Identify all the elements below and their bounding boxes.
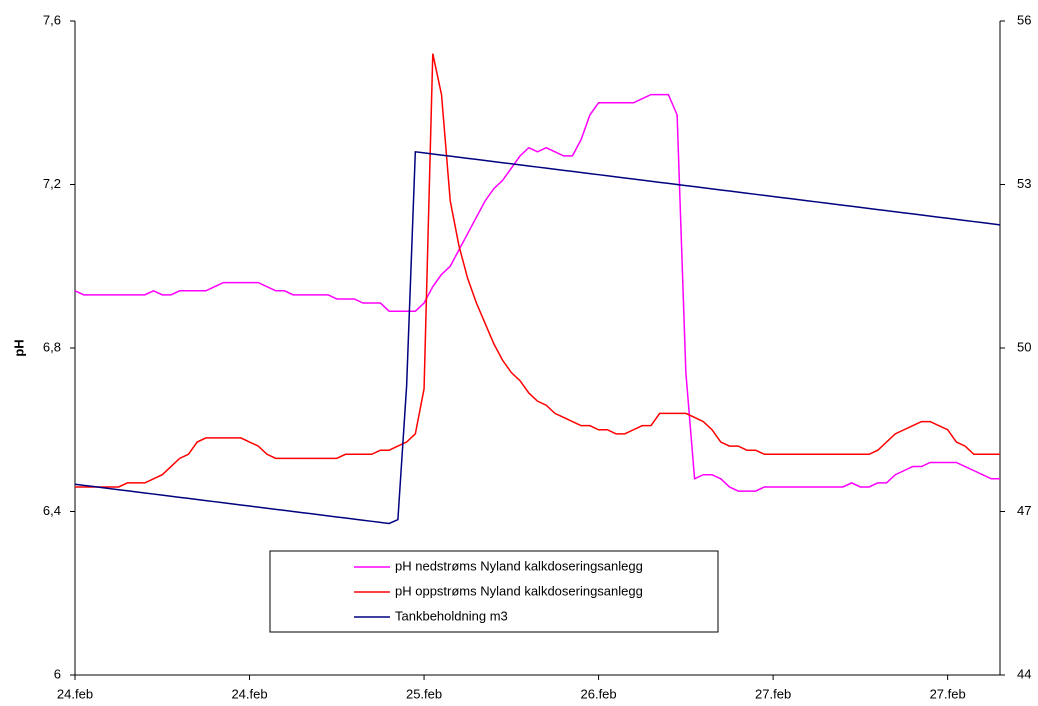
y-axis-label: pH (11, 339, 26, 356)
legend-label: pH nedstrøms Nyland kalkdoseringsanlegg (395, 558, 643, 573)
y2-tick-label: 56 (1017, 12, 1031, 27)
y2-tick-label: 53 (1017, 176, 1031, 191)
y2-tick-label: 50 (1017, 339, 1031, 354)
y2-tick-label: 44 (1017, 666, 1031, 681)
legend-label: Tankbeholdning m3 (395, 608, 508, 623)
legend (269, 550, 719, 633)
x-tick-label: 24.feb (57, 686, 93, 701)
y2-tick-label: 47 (1017, 503, 1031, 518)
y-tick-label: 7,6 (43, 12, 61, 27)
x-tick-label: 26.feb (581, 686, 617, 701)
x-tick-label: 25.feb (406, 686, 442, 701)
series-line (74, 93, 1000, 492)
y-tick-label: 6 (54, 666, 61, 681)
series-line (75, 53, 1000, 488)
x-tick-label: 27.feb (755, 686, 791, 701)
x-tick-label: 27.feb (930, 686, 966, 701)
y-tick-label: 7,2 (43, 176, 61, 191)
legend-label: pH oppstrøms Nyland kalkdoseringsanlegg (395, 583, 643, 598)
y-tick-label: 6,8 (43, 339, 61, 354)
y-tick-label: 6,4 (43, 503, 61, 518)
series-line (74, 150, 1001, 525)
x-tick-label: 24.feb (231, 686, 267, 701)
